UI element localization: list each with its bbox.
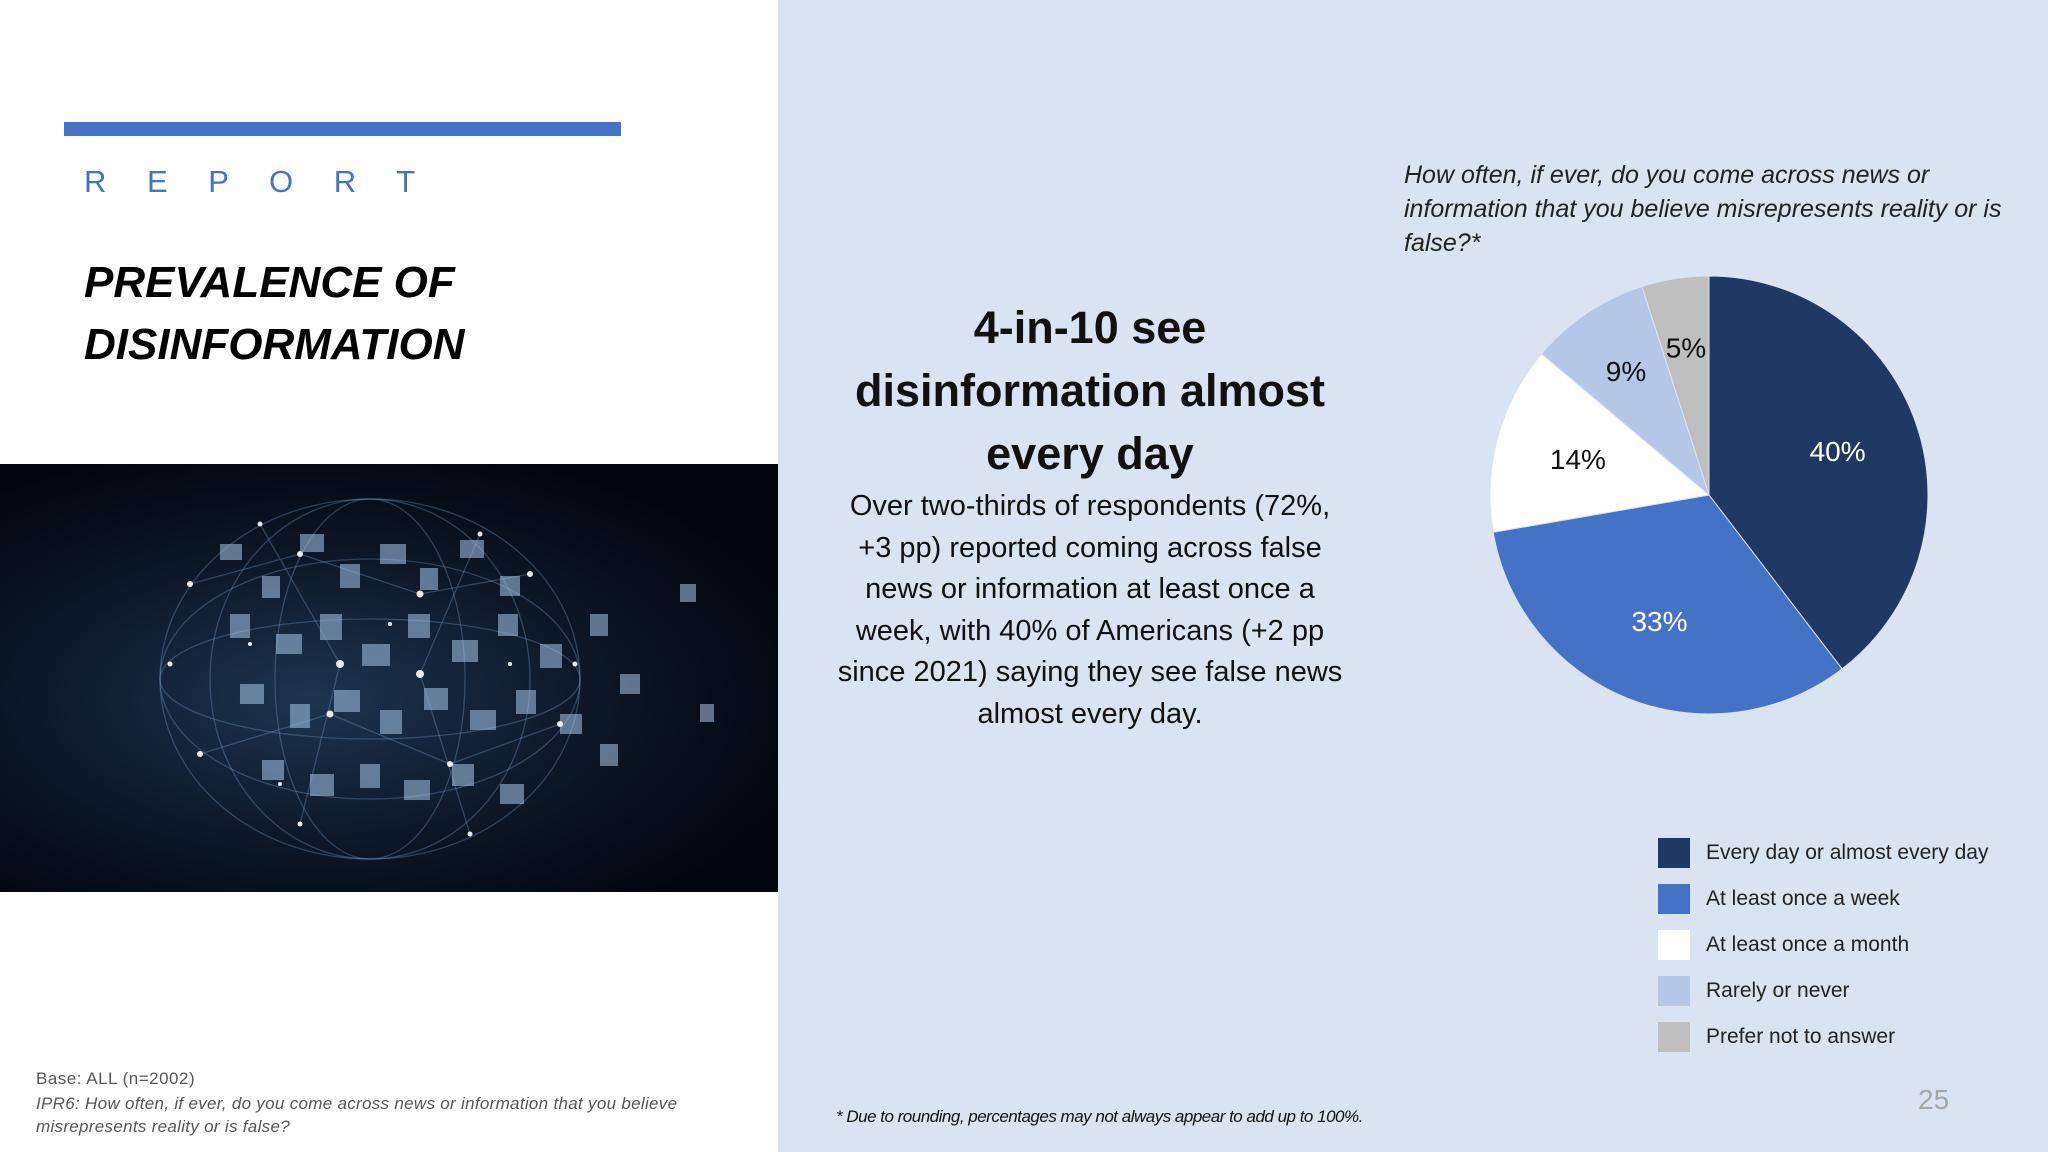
legend-label: Every day or almost every day [1706, 841, 1989, 864]
body-line5: since 2021) saying they see false news [837, 656, 1343, 688]
question-note-line1: IPR6: How often, if ever, do you come ac… [36, 1094, 678, 1113]
legend-swatch [1658, 976, 1690, 1006]
chart-title-line1: How often, if ever, do you come across n… [1404, 161, 1930, 189]
pie-chart: 40% 33% 14% 9% 5% [1489, 275, 1929, 715]
left-panel: R E P O R T PREVALENCE OF DISINFORMATION [0, 0, 778, 1152]
pie-slice-rarely-or-never [1540, 285, 1711, 497]
body-line1: Over two-thirds of respondents (72%, [849, 490, 1331, 522]
pie-label-at-least-once-a-week: 33% [1631, 606, 1687, 637]
pie-label-rarely-or-never: 9% [1606, 356, 1646, 387]
body-line6: almost every day. [977, 697, 1203, 730]
section-label: R E P O R T [84, 164, 432, 199]
headline-line1: 4-in-10 see [973, 302, 1207, 353]
chart-title-line2: information that you believe misrepresen… [1404, 195, 2002, 223]
pie-slice-at-least-once-a-week [1492, 494, 1843, 715]
pie-label-at-least-once-a-month: 14% [1550, 444, 1606, 475]
pie-slice-at-least-once-a-month [1489, 353, 1711, 533]
page-number: 25 [1918, 1084, 1950, 1115]
legend-swatch [1658, 838, 1690, 868]
pie-label-every-day-or-almost-every-day: 40% [1810, 436, 1866, 467]
legend-label: Rarely or never [1706, 979, 1850, 1002]
rounding-note: * Due to rounding, percentages may not a… [836, 1107, 1363, 1126]
base-note: Base: ALL (n=2002) [36, 1069, 196, 1088]
slide-title: PREVALENCE OF DISINFORMATION [84, 252, 724, 376]
network-globe-image [0, 464, 778, 892]
body-line4: week, with 40% of Americans (+2 pp [855, 614, 1325, 647]
legend-label: At least once a month [1706, 933, 1910, 956]
legend-label: Prefer not to answer [1706, 1025, 1896, 1048]
question-note: IPR6: How often, if ever, do you come ac… [36, 1092, 736, 1138]
pie-label-prefer-not-to-answer: 5% [1666, 332, 1706, 363]
headline-line2: disinformation almost [854, 365, 1326, 416]
body-line3: news or information at least once a [865, 573, 1315, 605]
accent-bar [64, 122, 621, 136]
pie-slice-prefer-not-to-answer [1641, 275, 1710, 496]
legend-label: At least once a week [1706, 887, 1900, 910]
headline-line3: every day [986, 428, 1194, 479]
body-text: Over two-thirds of respondents (72%, +3 … [830, 486, 1350, 735]
pie-slice-every-day-or-almost-every-day [1708, 275, 1929, 670]
headline: 4-in-10 see disinformation almost every … [830, 296, 1350, 485]
body-line2: +3 pp) reported coming across false [858, 531, 1322, 564]
chart-title: How often, if ever, do you come across n… [1404, 158, 2034, 260]
slide-title-line1: PREVALENCE OF [84, 258, 455, 307]
slide-title-line2: DISINFORMATION [84, 320, 465, 369]
legend-swatch [1658, 884, 1690, 914]
network-globe-illustration [159, 498, 714, 860]
question-note-line2: misrepresents reality or is false? [36, 1117, 290, 1136]
legend-swatch [1658, 930, 1690, 960]
chart-title-line3: false?* [1404, 229, 1481, 257]
legend-swatch [1658, 1022, 1690, 1052]
